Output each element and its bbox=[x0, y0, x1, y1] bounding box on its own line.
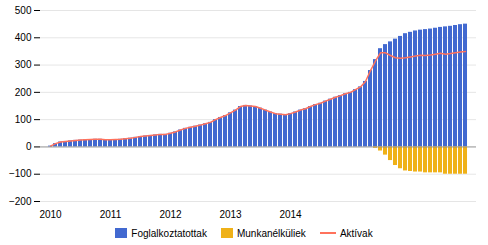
svg-text:2012: 2012 bbox=[159, 209, 182, 220]
svg-text:2010: 2010 bbox=[39, 209, 62, 220]
html-text:Aktívak: Aktívak bbox=[339, 227, 373, 239]
svg-text:400: 400 bbox=[15, 32, 32, 43]
svg-text:−100: −100 bbox=[9, 168, 32, 179]
svg-text:2013: 2013 bbox=[219, 209, 242, 220]
svg-text:2014: 2014 bbox=[279, 209, 302, 220]
svg-text:0: 0 bbox=[26, 141, 32, 152]
svg-text:−200: −200 bbox=[9, 196, 32, 207]
svg-text:100: 100 bbox=[15, 114, 32, 125]
html-text:Foglalkoztatottak: Foglalkoztatottak bbox=[131, 227, 207, 239]
svg-text:2011: 2011 bbox=[100, 209, 122, 220]
svg-text:200: 200 bbox=[15, 87, 32, 98]
svg-text:300: 300 bbox=[15, 59, 32, 70]
html-text:Munkanélküliek: Munkanélküliek bbox=[236, 227, 306, 239]
svg-text:500: 500 bbox=[15, 5, 32, 16]
